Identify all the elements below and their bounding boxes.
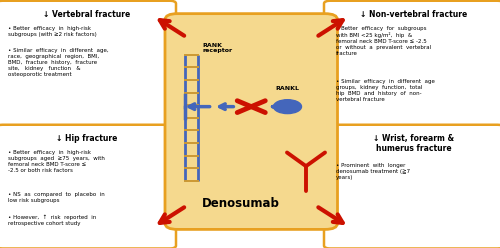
Text: ↓ Vertebral fracture: ↓ Vertebral fracture bbox=[42, 10, 130, 19]
Text: ↓ Wrist, forearm &
humerus fracture: ↓ Wrist, forearm & humerus fracture bbox=[373, 134, 454, 153]
Text: • Better  efficacy  in  high-risk
subgroups  aged  ≥75  years,  with
femoral nec: • Better efficacy in high-risk subgroups… bbox=[8, 150, 106, 173]
Text: Denosumab: Denosumab bbox=[202, 197, 280, 210]
Text: • Similar  efficacy  in  different  age
groups,  kidney  function,  total
hip  B: • Similar efficacy in different age grou… bbox=[336, 79, 435, 102]
FancyBboxPatch shape bbox=[165, 14, 338, 229]
Text: RANK
receptor: RANK receptor bbox=[202, 42, 232, 53]
Text: • Better  efficacy  for  subgroups
with BMI <25 kg/m²,  hip  &
femoral neck BMD : • Better efficacy for subgroups with BMI… bbox=[336, 26, 431, 56]
FancyBboxPatch shape bbox=[0, 125, 176, 248]
Text: ↓ Non-vertebral fracture: ↓ Non-vertebral fracture bbox=[360, 10, 468, 19]
FancyBboxPatch shape bbox=[324, 125, 500, 248]
Text: • However,  ↑  risk  reported  in
retrospective cohort study: • However, ↑ risk reported in retrospect… bbox=[8, 215, 97, 226]
FancyBboxPatch shape bbox=[324, 1, 500, 127]
Text: RANKL: RANKL bbox=[276, 86, 299, 91]
Text: • Better  efficacy  in  high-risk
subgroups (with ≥2 risk factors): • Better efficacy in high-risk subgroups… bbox=[8, 26, 97, 36]
Text: ↓ Hip fracture: ↓ Hip fracture bbox=[56, 134, 117, 143]
Text: • Prominent  with  longer
denosumab treatment (≧7
years): • Prominent with longer denosumab treatm… bbox=[336, 163, 410, 180]
Text: • Similar  efficacy  in  different  age,
race,  geographical  region,  BMI,
BMD,: • Similar efficacy in different age, rac… bbox=[8, 48, 109, 77]
Text: • NS  as  compared  to  placebo  in
low risk subgroups: • NS as compared to placebo in low risk … bbox=[8, 192, 105, 203]
Circle shape bbox=[274, 100, 301, 114]
FancyBboxPatch shape bbox=[0, 1, 176, 127]
